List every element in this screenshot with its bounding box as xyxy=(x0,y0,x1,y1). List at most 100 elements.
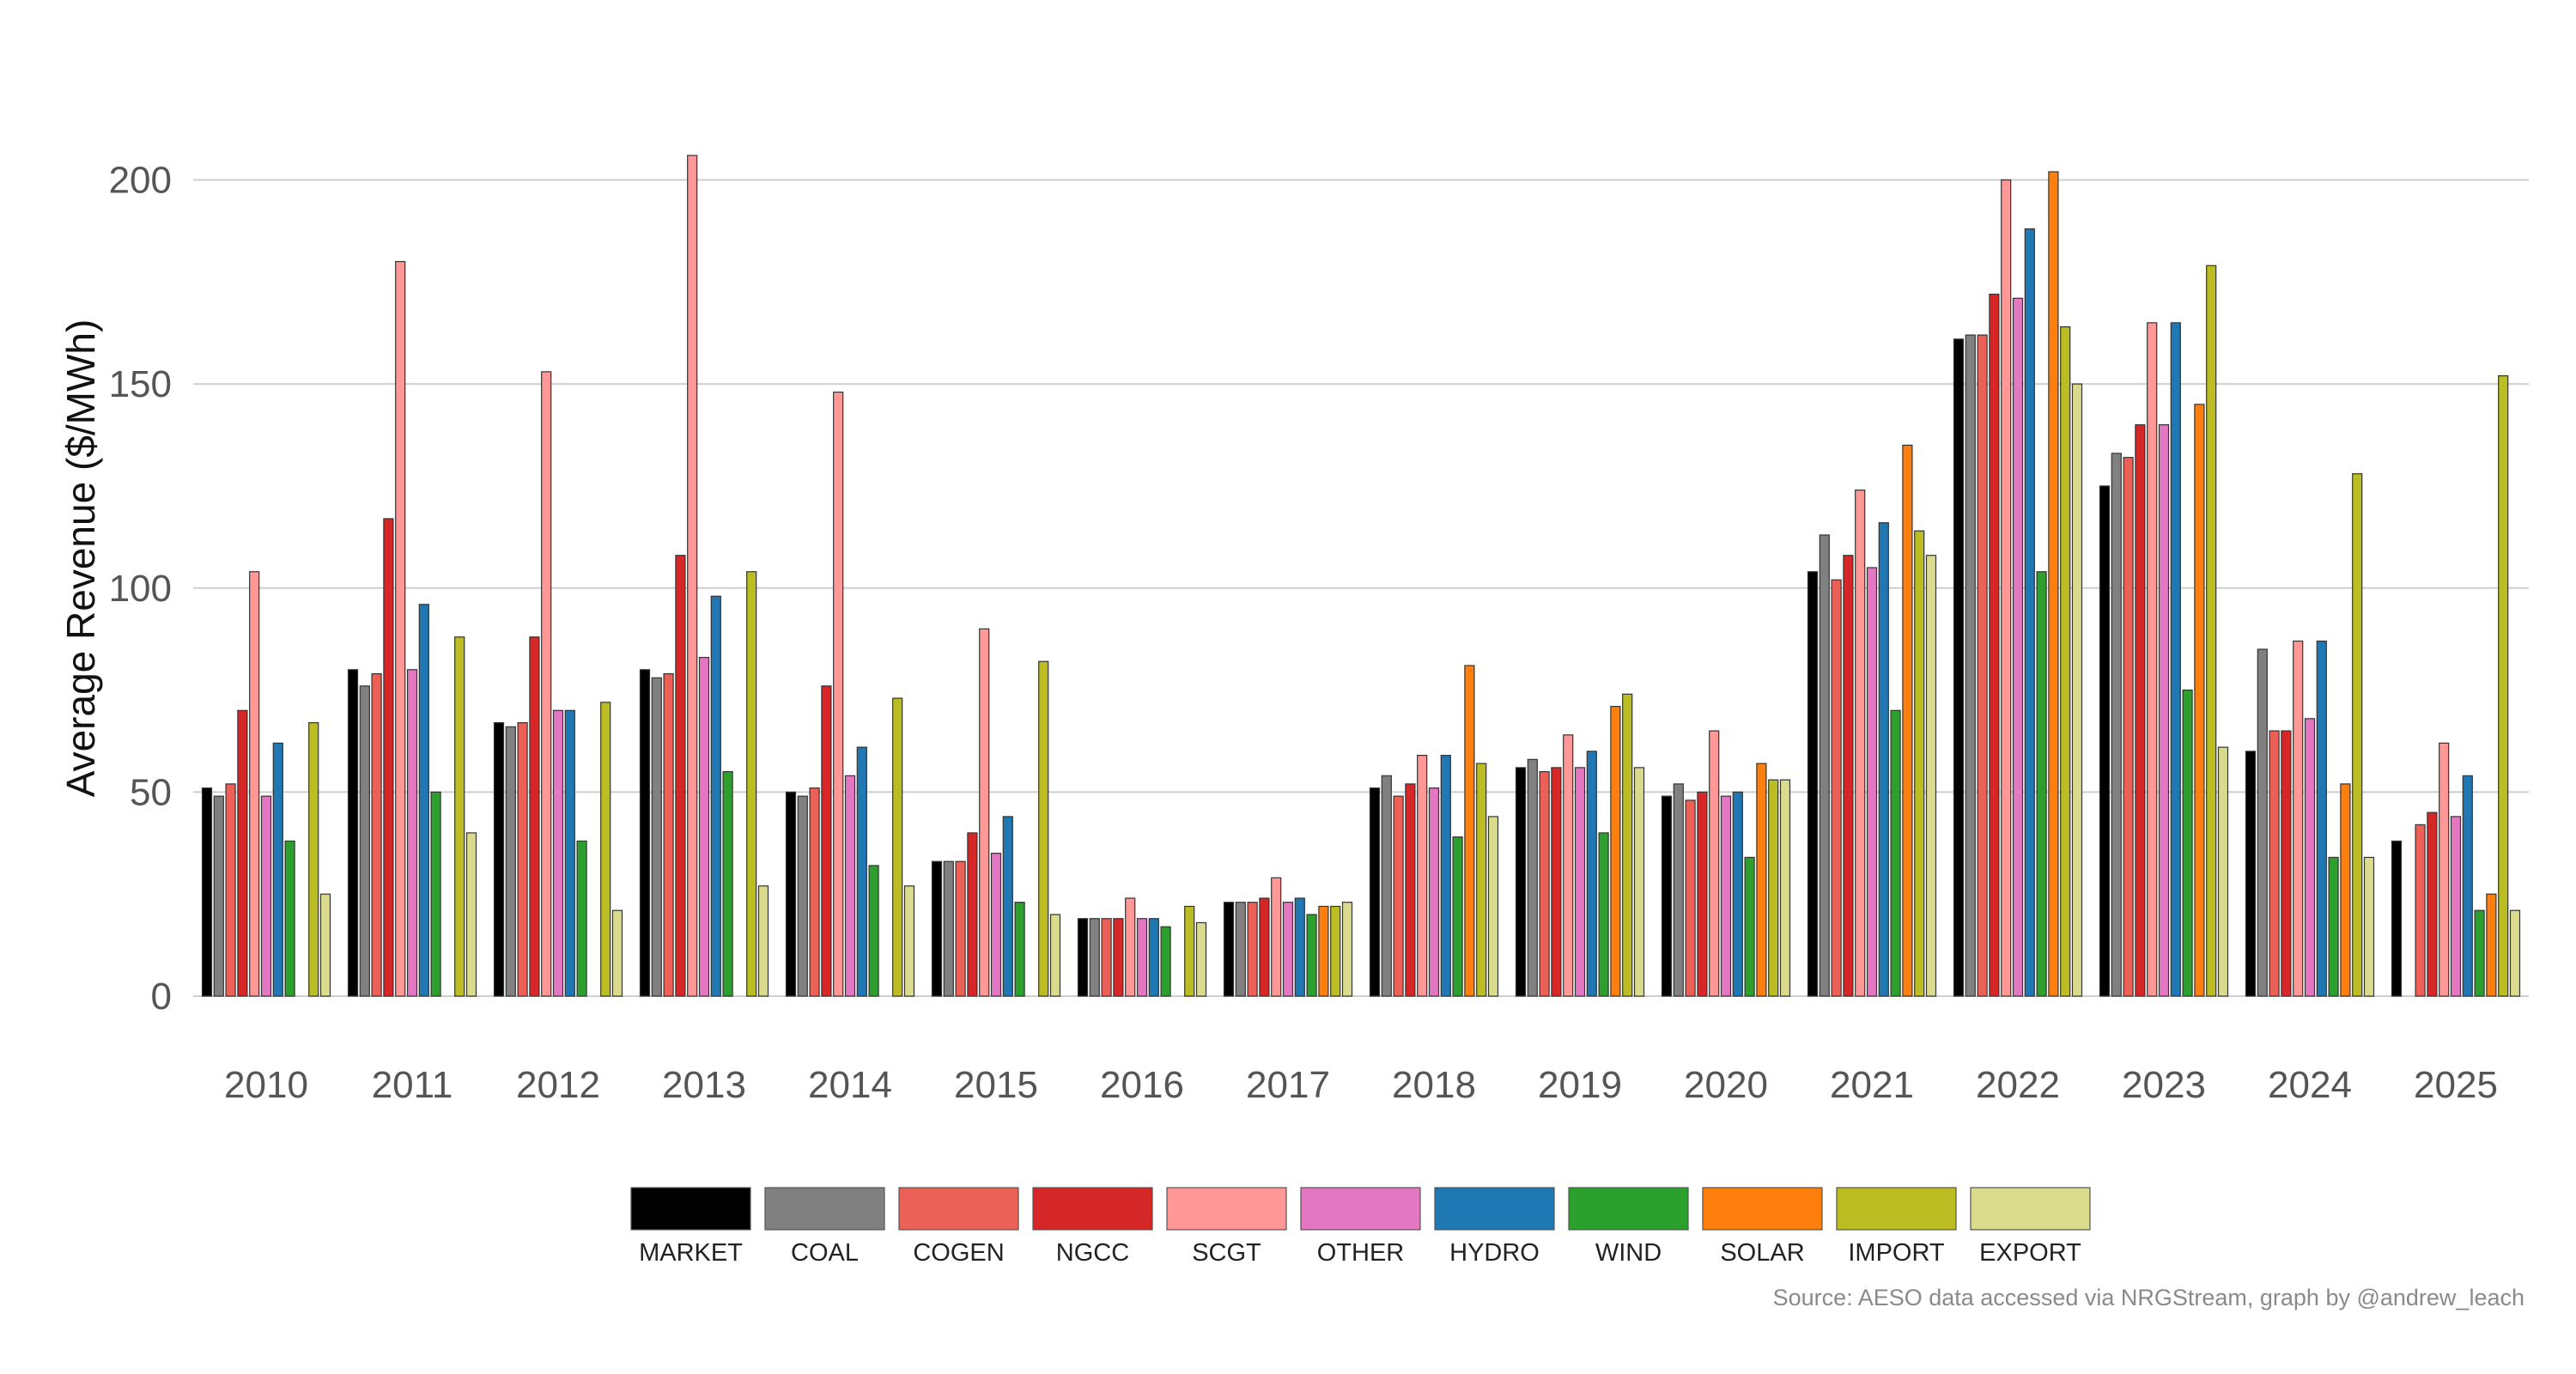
x-tick-label: 2020 xyxy=(1684,1064,1768,1106)
bar-ngcc-2013 xyxy=(675,555,686,997)
bar-hydro-2019 xyxy=(1586,751,1597,997)
bar-other-2022 xyxy=(2012,297,2024,997)
bar-wind-2020 xyxy=(1744,856,1755,997)
bar-export-2024 xyxy=(2363,856,2375,997)
bar-other-2013 xyxy=(698,656,710,997)
bar-scgt-2011 xyxy=(395,260,406,997)
bar-market-2013 xyxy=(639,669,651,997)
bar-export-2010 xyxy=(319,893,331,997)
legend-label: WIND xyxy=(1595,1239,1662,1267)
bar-scgt-2024 xyxy=(2293,640,2304,997)
bar-coal-2022 xyxy=(1965,334,1976,997)
legend: MARKET COAL COGEN NGCC SCGT OTHER HYDRO WIND SOL… xyxy=(630,1187,2091,1267)
bar-export-2014 xyxy=(903,885,915,997)
legend-key xyxy=(1836,1187,1957,1231)
bar-solar-2020 xyxy=(1756,763,1767,997)
bar-hydro-2024 xyxy=(2316,640,2327,997)
x-tick-label: 2025 xyxy=(2414,1064,2498,1106)
bar-import-2023 xyxy=(2206,264,2217,997)
bar-coal-2017 xyxy=(1235,902,1246,997)
bar-market-2018 xyxy=(1369,787,1381,997)
legend-key xyxy=(630,1187,751,1231)
legend-item-export: EXPORT xyxy=(1970,1187,2091,1267)
bar-coal-2015 xyxy=(943,860,954,997)
legend-label: HYDRO xyxy=(1449,1239,1540,1267)
bar-hydro-2022 xyxy=(2024,228,2035,997)
bar-cogen-2015 xyxy=(955,860,966,997)
bar-solar-2024 xyxy=(2340,783,2351,997)
legend-label: COGEN xyxy=(913,1239,1004,1267)
bar-import-2015 xyxy=(1038,660,1049,997)
bar-import-2011 xyxy=(454,636,465,997)
bar-scgt-2019 xyxy=(1563,734,1574,997)
bar-wind-2019 xyxy=(1598,832,1609,997)
source-caption: Source: AESO data accessed via NRGStream… xyxy=(1773,1285,2524,1310)
bar-other-2011 xyxy=(406,669,418,997)
bar-ngcc-2023 xyxy=(2135,424,2146,997)
bar-other-2023 xyxy=(2158,424,2170,997)
bar-wind-2016 xyxy=(1160,926,1171,997)
bar-market-2015 xyxy=(931,860,943,997)
bar-cogen-2016 xyxy=(1101,918,1112,997)
legend-key xyxy=(898,1187,1019,1231)
bar-hydro-2021 xyxy=(1878,522,1889,997)
x-tick-label: 2022 xyxy=(1976,1064,2060,1106)
bar-hydro-2018 xyxy=(1440,755,1451,997)
y-tick-label: 50 xyxy=(130,771,172,813)
bar-ngcc-2016 xyxy=(1113,918,1124,997)
bar-export-2021 xyxy=(1925,555,1937,997)
bar-other-2015 xyxy=(990,853,1002,997)
bar-solar-2019 xyxy=(1610,705,1621,997)
legend-item-wind: WIND xyxy=(1568,1187,1689,1267)
bar-import-2012 xyxy=(600,702,611,997)
legend-item-solar: SOLAR xyxy=(1702,1187,1823,1267)
bar-market-2017 xyxy=(1223,902,1235,997)
y-tick-label: 100 xyxy=(109,568,172,610)
legend-key xyxy=(1166,1187,1287,1231)
legend-label: OTHER xyxy=(1317,1239,1405,1267)
legend-key xyxy=(1300,1187,1421,1231)
bar-scgt-2025 xyxy=(2439,742,2450,997)
x-tick-label: 2021 xyxy=(1830,1064,1914,1106)
bar-cogen-2012 xyxy=(517,721,528,997)
x-tick-label: 2014 xyxy=(808,1064,892,1106)
bar-coal-2012 xyxy=(505,726,516,997)
bar-solar-2025 xyxy=(2486,893,2497,997)
bar-import-2010 xyxy=(308,721,319,997)
bar-ngcc-2011 xyxy=(383,518,394,997)
bar-wind-2013 xyxy=(722,771,733,997)
bar-import-2021 xyxy=(1914,530,1925,997)
y-axis-title: Average Revenue ($/MWh) xyxy=(58,319,103,798)
x-tick-label: 2017 xyxy=(1246,1064,1330,1106)
bar-ngcc-2022 xyxy=(1989,293,2000,997)
bar-solar-2021 xyxy=(1902,444,1913,997)
bar-hydro-2015 xyxy=(1002,816,1013,997)
bar-other-2021 xyxy=(1866,567,1878,997)
bar-other-2024 xyxy=(2304,718,2316,997)
bar-other-2020 xyxy=(1720,795,1732,997)
x-tick-label: 2016 xyxy=(1100,1064,1184,1106)
bar-hydro-2017 xyxy=(1294,897,1305,997)
bar-hydro-2012 xyxy=(564,709,575,997)
bar-ngcc-2024 xyxy=(2281,730,2292,997)
bar-market-2025 xyxy=(2391,840,2403,997)
legend-item-coal: COAL xyxy=(764,1187,885,1267)
x-tick-label: 2011 xyxy=(372,1064,453,1106)
bar-scgt-2012 xyxy=(541,371,552,997)
bar-coal-2020 xyxy=(1673,783,1684,997)
legend-item-market: MARKET xyxy=(630,1187,751,1267)
bar-market-2010 xyxy=(201,787,213,997)
bar-hydro-2011 xyxy=(418,604,429,997)
bar-market-2023 xyxy=(2099,485,2111,997)
bar-ngcc-2021 xyxy=(1843,555,1854,997)
legend-item-cogen: COGEN xyxy=(898,1187,1019,1267)
bar-solar-2018 xyxy=(1464,665,1475,997)
bar-ngcc-2010 xyxy=(237,709,248,997)
bars xyxy=(201,155,2521,997)
legend-item-hydro: HYDRO xyxy=(1434,1187,1555,1267)
bar-cogen-2014 xyxy=(809,787,820,997)
bar-export-2020 xyxy=(1779,779,1791,997)
bar-wind-2012 xyxy=(576,840,587,997)
x-tick-label: 2015 xyxy=(954,1064,1038,1106)
legend-label: COAL xyxy=(791,1239,859,1267)
